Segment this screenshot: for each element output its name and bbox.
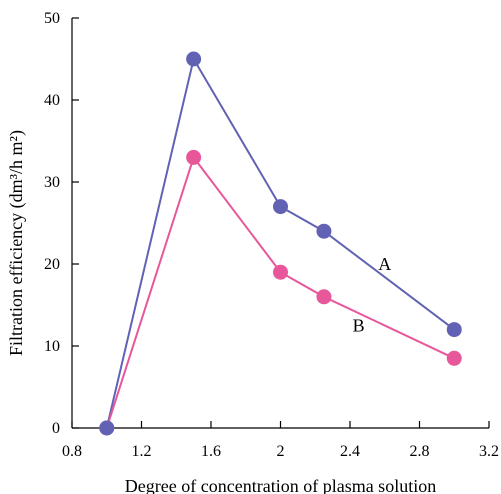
y-tick-label: 40 [44, 92, 60, 109]
data-point-A [446, 322, 462, 338]
data-point-B [273, 264, 288, 280]
x-tick-label: 3.2 [479, 443, 499, 460]
series-layer: AB [99, 51, 462, 436]
series-lines [105, 56, 455, 429]
x-tick-label: 0.8 [62, 443, 82, 460]
series-line-A [105, 56, 455, 429]
x-tick-label: 2.4 [340, 443, 360, 460]
y-axis-title: Filtration efficiency (dm³/h m²) [6, 130, 27, 356]
y-tick-label: 20 [44, 256, 60, 273]
data-point-B [446, 350, 462, 366]
y-tick-label: 10 [44, 338, 60, 355]
data-point-A [273, 199, 288, 215]
data-point-B [316, 289, 332, 305]
ticks: 0 10 20 30 40 50 0.8 1.2 1.6 2 2.4 2.8 3.2 [44, 10, 499, 460]
data-point-B [186, 149, 202, 165]
y-tick-label: 30 [44, 174, 60, 191]
axes [71, 18, 489, 429]
x-tick-label: 2.8 [410, 443, 430, 460]
series-label-A: A [378, 254, 391, 274]
series-markers [99, 51, 462, 436]
data-point-A [316, 223, 332, 239]
y-tick-label: 50 [44, 10, 60, 27]
data-point-A [99, 420, 115, 436]
x-tick-label: 1.2 [132, 443, 152, 460]
x-tick-label: 1.6 [201, 443, 221, 460]
series-label-B: B [353, 316, 365, 336]
x-axis-title: Degree of concentration of plasma soluti… [125, 476, 436, 494]
x-tick-label: 2 [277, 443, 285, 460]
series-line-B [105, 155, 455, 429]
y-tick-label: 0 [52, 420, 60, 437]
data-point-A [186, 51, 202, 67]
